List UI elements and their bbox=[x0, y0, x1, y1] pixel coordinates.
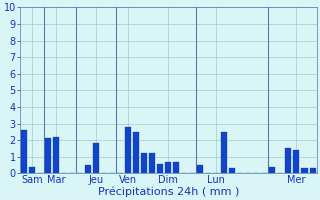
Bar bbox=[309, 168, 316, 173]
Bar bbox=[149, 153, 155, 173]
Bar bbox=[285, 148, 292, 173]
Bar bbox=[141, 153, 147, 173]
Bar bbox=[165, 162, 171, 173]
X-axis label: Précipitations 24h ( mm ): Précipitations 24h ( mm ) bbox=[98, 186, 239, 197]
Bar bbox=[29, 167, 35, 173]
Bar bbox=[221, 132, 227, 173]
Bar bbox=[133, 132, 139, 173]
Bar bbox=[53, 137, 59, 173]
Bar bbox=[85, 165, 91, 173]
Bar bbox=[197, 165, 203, 173]
Bar bbox=[45, 138, 51, 173]
Bar bbox=[269, 167, 276, 173]
Bar bbox=[125, 127, 131, 173]
Bar bbox=[173, 162, 179, 173]
Bar bbox=[301, 168, 308, 173]
Bar bbox=[229, 168, 235, 173]
Bar bbox=[93, 143, 99, 173]
Bar bbox=[21, 130, 27, 173]
Bar bbox=[293, 150, 300, 173]
Bar bbox=[157, 164, 163, 173]
